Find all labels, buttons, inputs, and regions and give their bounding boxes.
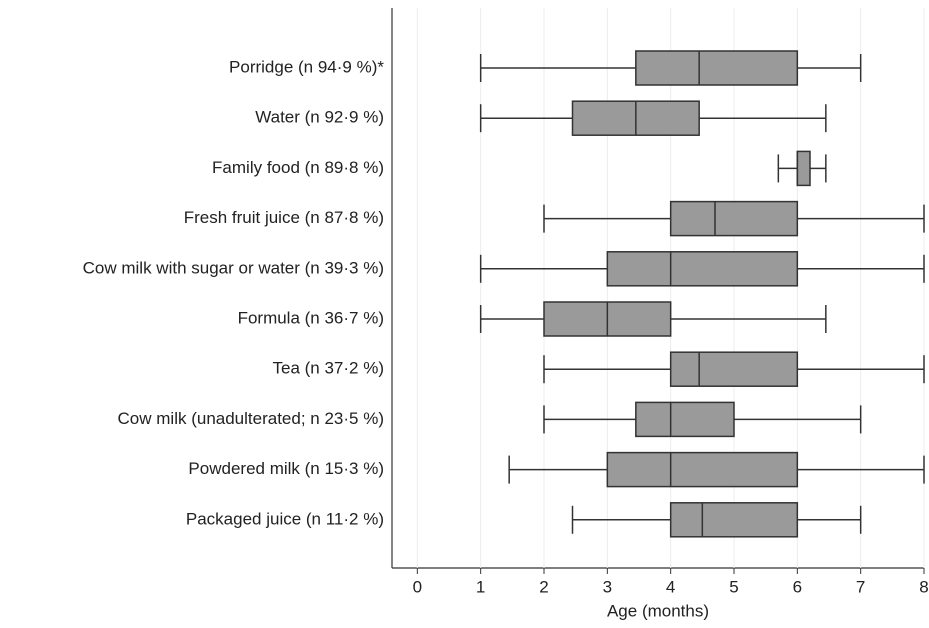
y-tick-label: Family food (n 89·8 %): [212, 158, 384, 177]
y-tick-label: Water (n 92·9 %): [255, 108, 384, 127]
x-tick-label: 7: [856, 577, 865, 596]
y-tick-label: Formula (n 36·7 %): [238, 308, 384, 327]
y-tick-label: Powdered milk (n 15·3 %): [188, 459, 384, 478]
box: [606, 251, 799, 287]
box: [669, 351, 799, 387]
box: [796, 150, 811, 187]
y-tick-label: Tea (n 37·2 %): [273, 359, 385, 378]
x-tick-label: 8: [919, 577, 928, 596]
y-tick-label: Porridge (n 94·9 %)*: [229, 57, 384, 76]
y-tick-label: Cow milk (unadulterated; n 23·5 %): [118, 409, 384, 428]
x-axis-label: Age (months): [607, 601, 709, 620]
y-tick-label: Cow milk with sugar or water (n 39·3 %): [83, 258, 384, 277]
x-tick-label: 0: [413, 577, 422, 596]
x-tick-label: 5: [729, 577, 738, 596]
box: [606, 451, 799, 488]
box: [669, 200, 799, 237]
x-tick-label: 4: [666, 577, 675, 596]
x-tick-label: 6: [793, 577, 802, 596]
box: [669, 502, 799, 538]
x-tick-label: 3: [603, 577, 612, 596]
y-tick-label: Fresh fruit juice (n 87·8 %): [184, 208, 384, 227]
x-tick-label: 2: [539, 577, 548, 596]
x-tick-label: 1: [476, 577, 485, 596]
y-tick-label: Packaged juice (n 11·2 %): [186, 509, 384, 528]
box: [635, 50, 799, 86]
box: [635, 401, 735, 438]
